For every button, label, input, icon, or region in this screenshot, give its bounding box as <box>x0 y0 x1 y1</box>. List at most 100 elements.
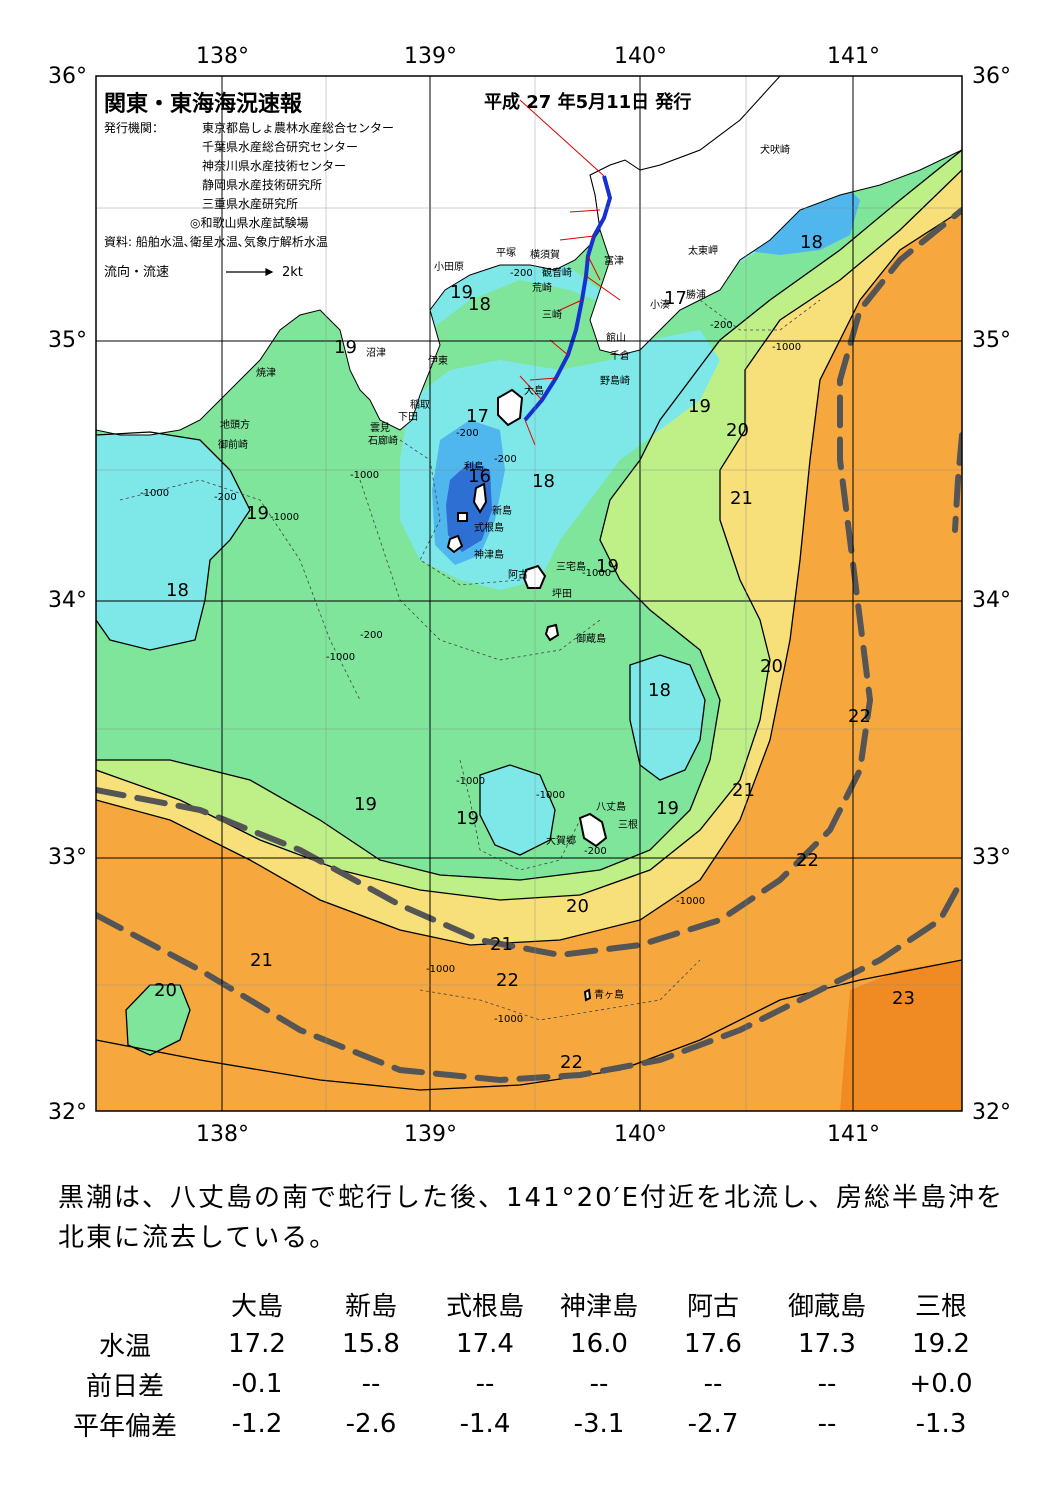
isotherm-label: 21 <box>250 950 273 971</box>
lon-label-bottom-139: 139° <box>404 1122 457 1147</box>
station-header: 三根 <box>914 1291 967 1322</box>
lat-label-left-32: 32° <box>48 1100 87 1125</box>
place-aogashima: 青ヶ島 <box>594 990 624 1001</box>
depth-1000-c <box>459 759 581 871</box>
kuroshio-axis-east <box>952 432 962 533</box>
station-header: 式根島 <box>445 1291 524 1322</box>
lat-label-right-34: 34° <box>972 588 1011 613</box>
table-row: 水温 17.2 15.8 17.4 16.0 17.6 17.3 19.2 <box>50 1324 998 1364</box>
publisher-4: 静岡県水産技術研究所 <box>202 178 323 192</box>
flow-legend-arrow <box>226 268 274 276</box>
island-niijima <box>472 482 488 514</box>
place-nojimazaki: 野島崎 <box>600 376 630 387</box>
table-header-row: 大島 新島 式根島 神津島 阿古 御蔵島 三根 <box>50 1284 998 1324</box>
zone-18-west <box>96 432 250 650</box>
place-mitsune: 三根 <box>618 820 638 831</box>
depth-label: -1000 <box>676 896 706 907</box>
isotherm-label: 22 <box>560 1052 583 1073</box>
isotherm-20-line <box>96 169 962 901</box>
table-cell: +0.0 <box>909 1369 973 1399</box>
isotherm-18-eddy-e <box>629 654 706 781</box>
lon-label-top-140: 140° <box>614 44 667 69</box>
isotherm-label: 20 <box>154 980 177 1001</box>
place-misaki: 三崎 <box>542 310 562 321</box>
depth-label: -1000 <box>536 790 566 801</box>
zone-20-sw-eddy <box>126 985 190 1055</box>
island-kozushima <box>446 534 464 554</box>
flow-legend-value: 2kt <box>282 265 303 280</box>
table-cell: -1.3 <box>915 1409 967 1439</box>
island-mikurajima <box>544 623 560 642</box>
depth-200-a <box>399 439 521 586</box>
place-kumomi: 雲見 <box>370 423 390 434</box>
table-cell: 16.0 <box>570 1329 628 1359</box>
lat-label-right-32: 32° <box>972 1100 1011 1125</box>
island-hachijojima <box>578 812 608 848</box>
lon-label-bottom-138: 138° <box>196 1122 249 1147</box>
isotherm-21-line <box>96 209 962 946</box>
depth-label: -1000 <box>582 568 612 579</box>
table-cell: -- <box>817 1369 837 1399</box>
lat-label-left-33: 33° <box>48 845 87 870</box>
place-yaizu: 焼津 <box>256 368 276 379</box>
place-tateyama: 館山 <box>606 333 626 344</box>
publisher-3: 神奈川県水産技術センター <box>202 159 347 173</box>
depth-label: -200 <box>510 268 533 279</box>
publisher-1: 東京都島しょ農林水産総合センター <box>202 121 395 135</box>
zone-23 <box>840 960 962 1111</box>
depth-label: -1000 <box>426 964 456 975</box>
lat-label-left-35: 35° <box>48 328 87 353</box>
isotherm-label: 19 <box>688 396 711 417</box>
kuroshio-axis-south <box>96 877 962 1084</box>
place-hachijojima: 八丈島 <box>596 802 626 813</box>
depth-label: -1000 <box>140 488 170 499</box>
lat-label-right-35: 35° <box>972 328 1011 353</box>
publisher-label: 発行機関： <box>104 121 165 135</box>
isotherm-label: 20 <box>566 896 589 917</box>
place-irozaki: 石廊崎 <box>368 436 398 447</box>
station-header: 阿古 <box>686 1291 739 1322</box>
station-header: 新島 <box>344 1291 397 1322</box>
isotherm-label: 18 <box>532 471 555 492</box>
isotherm-label: 18 <box>166 580 189 601</box>
depth-label: -1000 <box>270 512 300 523</box>
table-corner <box>50 1284 200 1324</box>
isotherm-19-line <box>96 149 962 881</box>
table-cell: 17.4 <box>456 1329 514 1359</box>
depth-label: -1000 <box>456 776 486 787</box>
place-chikura: 千倉 <box>610 351 630 362</box>
lon-label-bottom-140: 140° <box>614 1122 667 1147</box>
place-odawara: 小田原 <box>434 262 464 273</box>
depth-1000-b <box>359 479 601 661</box>
isotherm-label: 19 <box>456 808 479 829</box>
lon-label-bottom-141: 141° <box>827 1122 880 1147</box>
place-futtsu: 富津 <box>604 256 624 267</box>
table-cell: -2.6 <box>345 1409 397 1439</box>
depth-1000-a <box>119 479 361 701</box>
publisher-5: 三重県水産研究所 <box>202 197 299 211</box>
table-cell: -- <box>703 1369 723 1399</box>
lat-label-right-36: 36° <box>972 64 1011 89</box>
table-cell: -- <box>817 1409 837 1439</box>
place-kannonzaki: 観音崎 <box>542 268 572 279</box>
isotherm-label: 20 <box>760 656 783 677</box>
lon-label-top-141: 141° <box>827 44 880 69</box>
isotherm-label: 19 <box>450 282 473 303</box>
flow-legend-label: 流向・流速 <box>104 265 170 280</box>
island-aogashima <box>583 988 592 1002</box>
ship-track <box>523 175 613 422</box>
islands <box>446 388 608 1002</box>
place-numazu: 沼津 <box>366 348 386 359</box>
table-cell: -2.7 <box>687 1409 739 1439</box>
isotherm-label: 19 <box>246 503 269 524</box>
zone-18-east-eddy <box>630 655 705 780</box>
place-taitozaki: 太東岬 <box>688 246 718 257</box>
place-inubozaki: 犬吠崎 <box>760 145 790 156</box>
depth-label: -200 <box>214 492 237 503</box>
place-ako: 阿古 <box>508 570 528 581</box>
place-yokosuka: 横須賀 <box>530 250 560 261</box>
graticule <box>96 76 962 1111</box>
place-arasaki: 荒崎 <box>532 283 552 294</box>
isotherm-label: 21 <box>732 780 755 801</box>
isotherm-label: 19 <box>656 798 679 819</box>
